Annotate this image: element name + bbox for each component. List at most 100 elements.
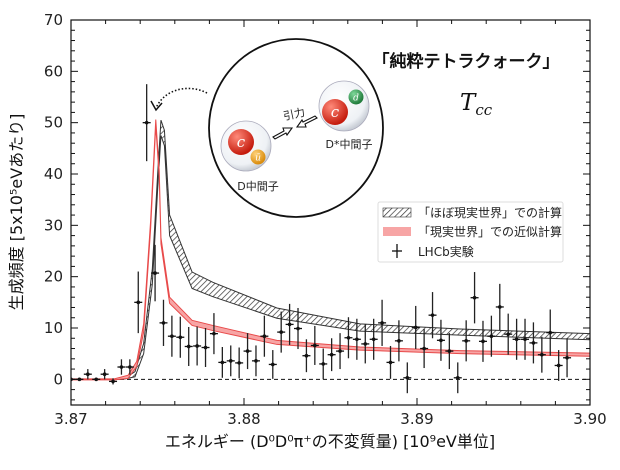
lhcb-data-point: [285, 303, 294, 345]
data-marker: [296, 326, 300, 331]
lhcb-data-point: [411, 305, 420, 350]
dotted-arrow-head-icon: [150, 100, 163, 112]
data-marker: [355, 337, 359, 342]
lhcb-data-point: [184, 326, 193, 366]
lhcb-data-point: [319, 348, 328, 380]
lhcb-data-point: [117, 359, 126, 375]
data-marker: [413, 325, 418, 330]
charm-quark-icon: [322, 99, 348, 125]
lhcb-data-point: [226, 345, 235, 377]
lhcb-data-point: [83, 369, 92, 380]
data-marker: [506, 332, 511, 336]
data-marker: [455, 375, 460, 380]
data-marker: [270, 362, 275, 367]
data-marker: [228, 359, 233, 363]
x-tick-label: 3.89: [400, 410, 433, 428]
lhcb-data-point: [100, 369, 109, 380]
data-marker: [220, 360, 225, 365]
y-tick-label: 10: [44, 319, 63, 337]
lhcb-data-point: [386, 345, 395, 379]
data-marker: [523, 337, 527, 342]
y-tick-label: 20: [44, 268, 63, 286]
data-marker: [119, 365, 124, 369]
force-label: 引力: [282, 105, 306, 123]
lhcb-data-point: [235, 347, 244, 379]
data-marker: [111, 379, 115, 384]
subtitle-sub: cc: [475, 101, 492, 119]
data-marker: [153, 271, 157, 275]
lhcb-data-point: [361, 324, 370, 364]
lhcb-data-point: [428, 292, 437, 339]
y-tick-label: 30: [44, 216, 63, 234]
lhcb-data-point: [260, 315, 269, 357]
data-marker: [489, 334, 494, 339]
dstar-meson-label: D*中間子: [326, 138, 373, 151]
chart-subtitle: Tcc: [460, 90, 493, 119]
lhcb-data-point: [151, 244, 160, 302]
red-band-real-world: [71, 119, 590, 381]
charm-quark-label: c: [331, 103, 340, 121]
data-marker: [262, 334, 267, 339]
data-marker: [371, 337, 376, 342]
legend-box: [377, 201, 564, 263]
charm-quark-icon: [228, 129, 254, 155]
data-marker: [203, 345, 208, 350]
data-marker: [363, 342, 368, 346]
attraction-arrow-left-icon: [295, 115, 318, 128]
data-marker: [430, 313, 435, 317]
data-marker: [212, 331, 216, 336]
lhcb-data-point: [209, 313, 218, 355]
y-tick-label: 60: [44, 62, 63, 80]
dotted-arrow: [155, 87, 208, 109]
lhcb-data-point: [512, 318, 521, 360]
lhcb-data-point: [92, 377, 101, 382]
data-marker: [565, 355, 569, 360]
lhcb-data-point: [436, 319, 445, 361]
data-marker: [497, 305, 502, 309]
lhcb-data-point: [504, 313, 513, 355]
data-marker: [472, 295, 477, 300]
data-marker: [304, 353, 309, 358]
data-marker: [540, 352, 544, 357]
legend-label-lhcb: LHCb実験: [418, 244, 474, 259]
data-marker: [397, 339, 401, 343]
lhcb-data-point: [369, 318, 378, 360]
lhcb-data-point: [142, 84, 151, 162]
lhcb-data-point: [394, 320, 403, 362]
lhcb-data-point: [521, 318, 530, 360]
lhcb-data-point: [495, 283, 504, 331]
y-tick-label: 0: [53, 370, 63, 388]
lhcb-data-point: [336, 333, 345, 370]
down-quark-label: d: [353, 94, 359, 104]
lhcb-data-point: [176, 316, 185, 358]
data-marker: [380, 321, 384, 325]
data-marker: [464, 339, 468, 343]
data-marker: [77, 377, 82, 382]
data-marker: [556, 363, 561, 368]
data-marker: [94, 377, 99, 382]
lhcb-data-point: [277, 311, 286, 353]
inset-diagram: c ū c d 引力 D中間子 D*中間子: [150, 38, 384, 218]
lhcb-data-point: [537, 336, 546, 373]
data-marker: [313, 343, 317, 348]
attraction-arrow-right-icon: [272, 127, 294, 140]
lhcb-data-point: [445, 333, 454, 370]
y-tick-label: 40: [44, 165, 63, 183]
legend-label-red: 「現実世界」での近似計算: [418, 224, 562, 239]
legend: 「ほぼ現実世界」での計算 「現実世界」での近似計算 LHCb実験: [377, 201, 564, 263]
hatched-band-almost-real-world: [71, 119, 590, 380]
lhcb-data-point: [218, 346, 227, 378]
lhcb-data-point: [268, 350, 277, 379]
data-marker: [186, 344, 191, 349]
data-marker: [439, 338, 443, 343]
lhcb-data-point: [167, 315, 176, 357]
legend-swatch-red: [383, 227, 411, 236]
data-marker: [514, 337, 519, 342]
lhcb-data-point: [201, 328, 210, 368]
subtitle-main: T: [460, 90, 477, 116]
data-marker: [195, 344, 199, 348]
data-marker: [422, 346, 426, 351]
data-marker: [321, 362, 326, 366]
data-marker: [329, 352, 334, 357]
